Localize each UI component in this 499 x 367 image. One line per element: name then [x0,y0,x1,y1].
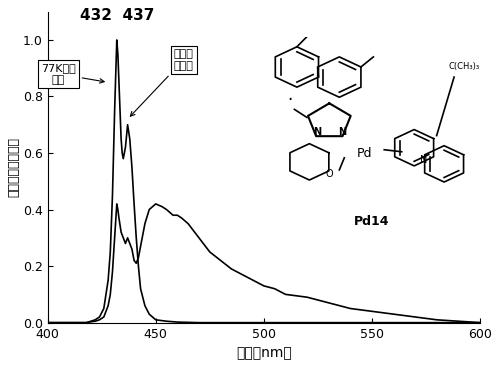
Text: 77K发射
光谱: 77K发射 光谱 [41,63,104,85]
Text: N: N [313,127,321,137]
Text: N: N [338,127,346,137]
Text: 432  437: 432 437 [80,8,154,23]
Text: C(CH₃)₃: C(CH₃)₃ [449,62,480,72]
Text: ·: · [287,91,292,109]
Text: Pd: Pd [356,147,372,160]
Y-axis label: 归一化的发光强度: 归一化的发光强度 [7,137,20,197]
Text: O: O [325,169,333,179]
X-axis label: 波长（nm）: 波长（nm） [236,346,292,360]
Text: Pd14: Pd14 [354,215,390,228]
Text: 室温发
射光谱: 室温发 射光谱 [130,49,194,116]
Text: N: N [421,155,428,165]
